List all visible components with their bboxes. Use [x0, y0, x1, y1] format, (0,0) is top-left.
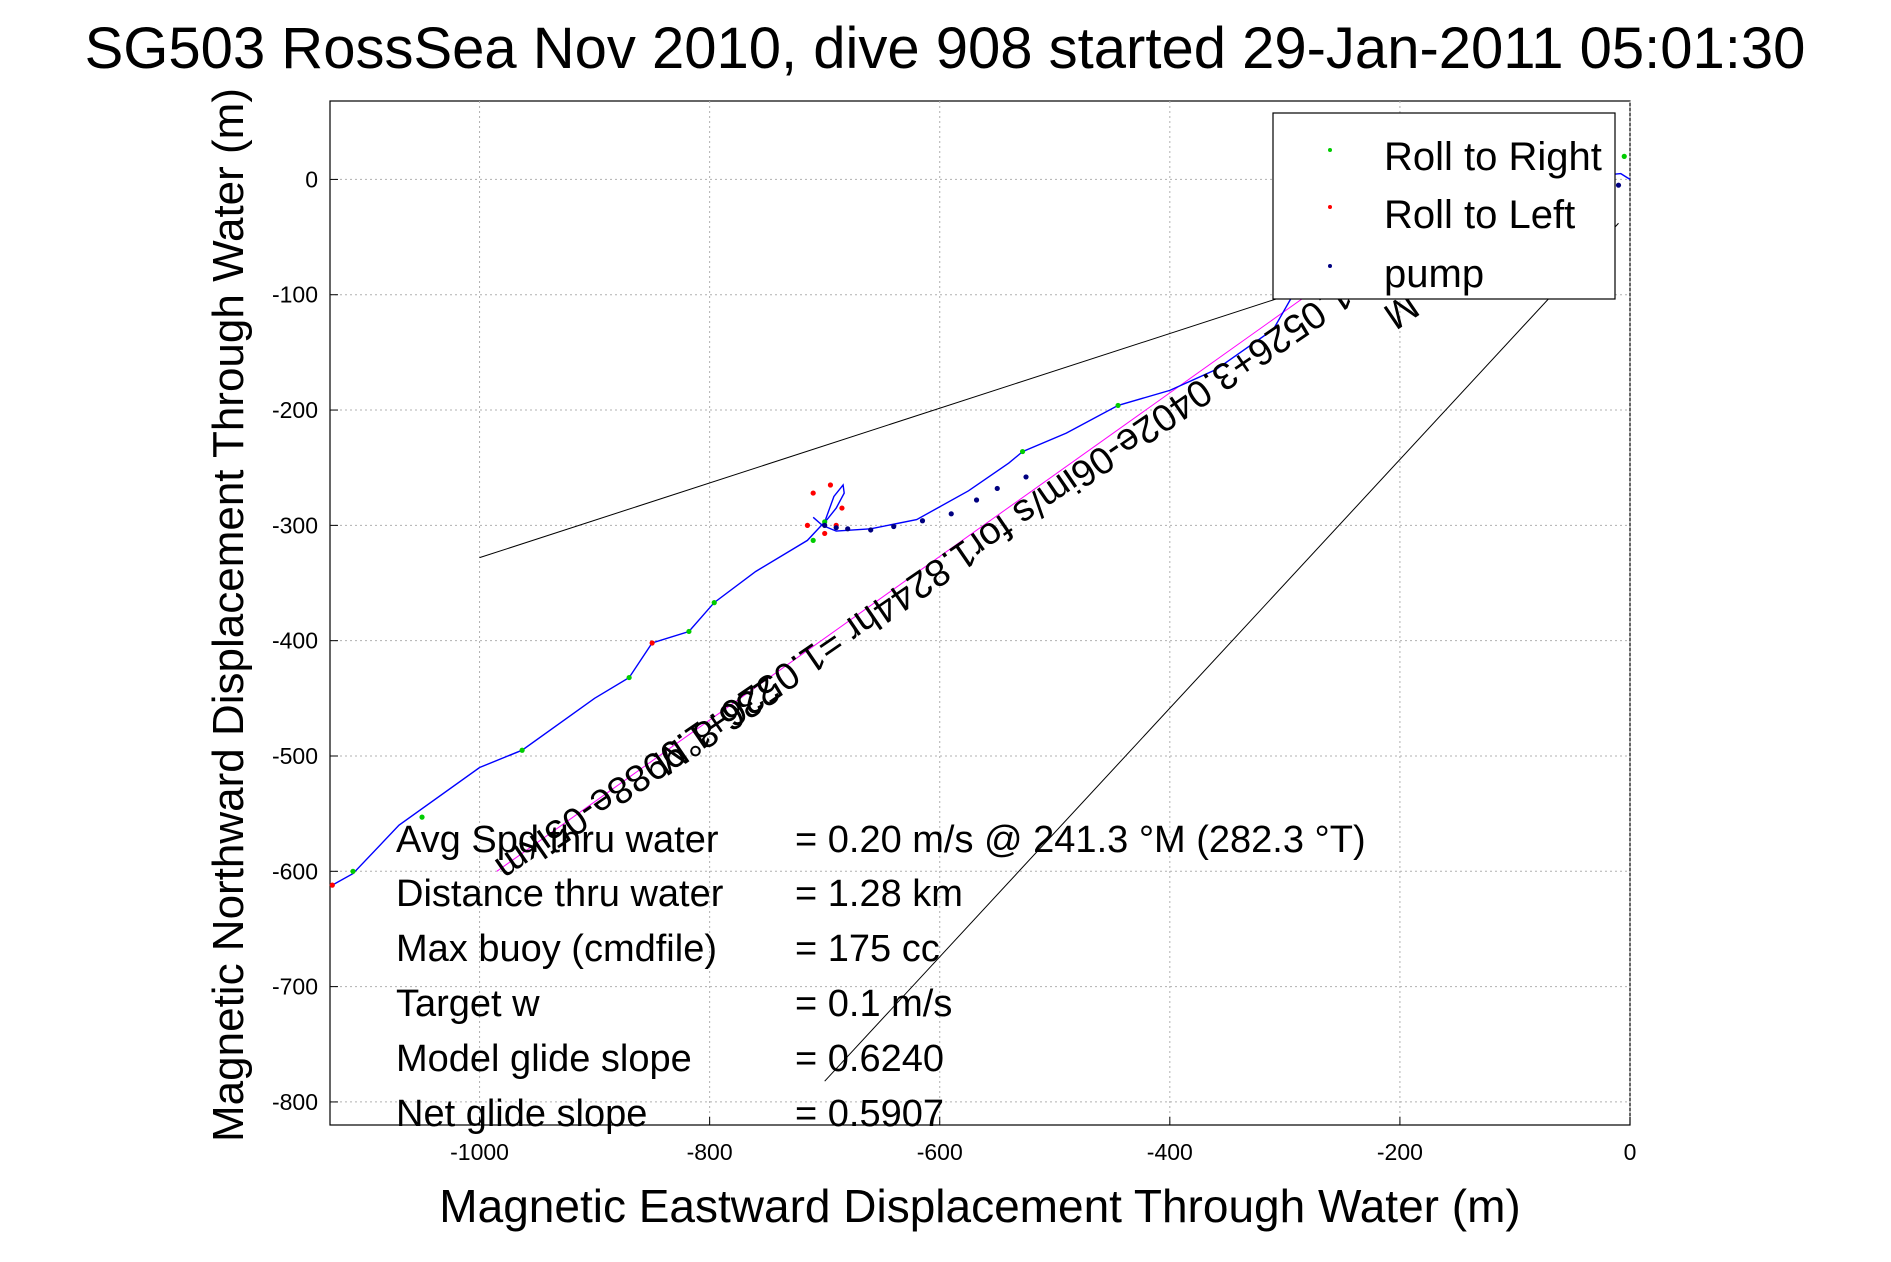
roll-right-point [711, 600, 717, 606]
legend-label-roll-left: Roll to Left [1384, 193, 1575, 237]
pump-point [845, 526, 851, 532]
y-tick-label: -300 [272, 512, 318, 538]
legend-label-pump: pump [1384, 252, 1484, 296]
roll-right-point [350, 868, 356, 874]
y-tick-label: -100 [272, 282, 318, 308]
legend-marker-roll-right [1328, 148, 1332, 152]
x-tick-label: -800 [687, 1139, 733, 1165]
stat-label-target-w: Target w [396, 983, 540, 1025]
x-axis-label: Magnetic Eastward Displacement Through W… [439, 1180, 1520, 1232]
roll-right-point [1019, 448, 1026, 455]
stat-value-target-w: = 0.1 m/s [795, 983, 952, 1025]
x-tick-label: -200 [1377, 1139, 1423, 1165]
guide-lines [479, 222, 1619, 1082]
roll-right-point [686, 628, 692, 635]
grid [330, 101, 1631, 1125]
stat-label-avg-speed: Avg Spd thru water [396, 819, 719, 861]
current-vector-line [496, 294, 1309, 872]
pump-point [833, 525, 839, 531]
roll-left-point [822, 530, 828, 537]
roll-left-point [649, 640, 655, 646]
legend-marker-pump [1328, 264, 1332, 268]
pump-point [973, 497, 980, 503]
pump-point [868, 527, 874, 533]
stat-label-net-glide: Net glide slope [396, 1093, 647, 1135]
y-axis-label: Magnetic Northward Displacement Through … [204, 88, 253, 1142]
y-tick-label: -700 [272, 974, 318, 1000]
stat-label-max-buoy: Max buoy (cmdfile) [396, 928, 717, 970]
pump-point [994, 485, 1000, 492]
x-tick-label: -1000 [450, 1139, 509, 1165]
pump-point [948, 511, 954, 517]
roll-right-point [626, 674, 632, 681]
y-tick-label: -600 [272, 858, 318, 884]
roll-right-point [519, 747, 525, 753]
roll-left-point [810, 490, 816, 496]
stat-value-avg-speed: = 0.20 m/s @ 241.3 °M (282.3 °T) [795, 819, 1366, 861]
roll-right-point [810, 537, 816, 543]
stats-block: Avg Spd thru water = 0.20 m/s @ 241.3 °M… [396, 819, 1366, 1135]
roll-left-point [804, 522, 811, 528]
x-tick-label: 0 [1624, 1139, 1637, 1165]
stat-value-distance: = 1.28 km [795, 873, 963, 915]
pump-point [1023, 474, 1029, 480]
pump-point [1615, 182, 1622, 188]
y-tick-label: -500 [272, 743, 318, 769]
roll-left-point [329, 882, 335, 888]
roll-right-point [1621, 153, 1627, 159]
roll-left-point [839, 505, 845, 511]
pump-point [891, 523, 897, 530]
y-tick-label: 0 [305, 166, 318, 192]
y-tick-label: -800 [272, 1089, 318, 1115]
roll-right-point [419, 814, 425, 820]
pump-point [822, 522, 828, 528]
heading-guide-upper [479, 291, 1297, 559]
legend: Roll to Right Roll to Left pump [1272, 112, 1616, 300]
heading-guide-lower [824, 222, 1619, 1082]
x-tick-label: -600 [917, 1139, 963, 1165]
stat-value-model-glide: = 0.6240 [795, 1038, 944, 1080]
y-axis-ticks: 0 -100 -200 -300 -400 -500 -600 -700 -800 [272, 166, 338, 1115]
y-tick-label: -200 [272, 397, 318, 423]
x-axis-ticks: -1000 -800 -600 -400 -200 0 [450, 1117, 1636, 1165]
y-tick-label: -400 [272, 628, 318, 654]
roll-left-point [827, 482, 834, 488]
pump-point [919, 518, 926, 524]
legend-label-roll-right: Roll to Right [1384, 135, 1602, 179]
legend-marker-roll-left [1328, 205, 1332, 209]
stat-label-distance: Distance thru water [396, 873, 724, 915]
marker-points [329, 153, 1627, 888]
x-tick-label: -400 [1147, 1139, 1193, 1165]
stat-value-net-glide: = 0.5907 [795, 1093, 944, 1135]
roll-right-point [1115, 402, 1121, 409]
stat-value-max-buoy: = 175 cc [795, 928, 940, 970]
chart-title: SG503 RossSea Nov 2010, dive 908 started… [85, 16, 1806, 81]
stat-label-model-glide: Model glide slope [396, 1038, 692, 1080]
